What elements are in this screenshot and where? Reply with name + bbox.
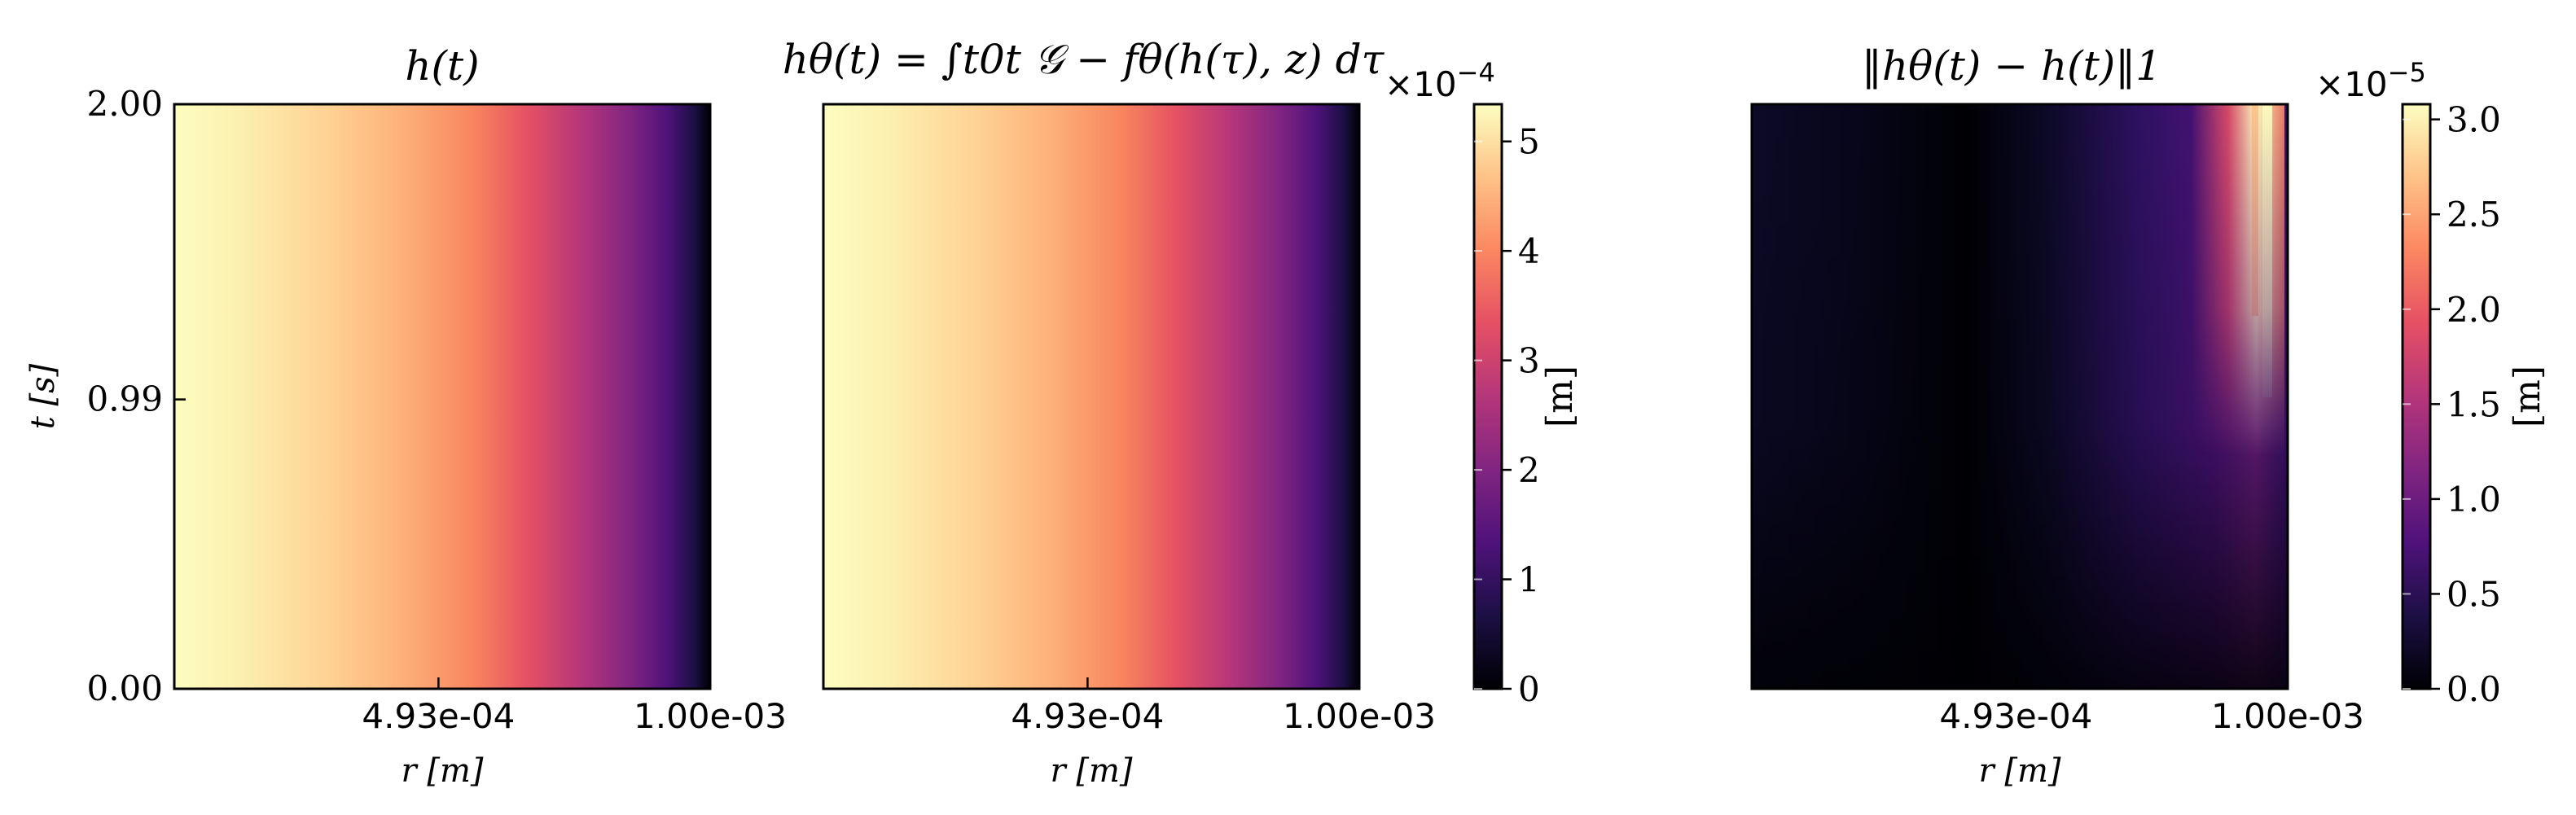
panel-h-frame [173,103,712,690]
colorbar-1-multiplier: ×10−4 [1385,57,1495,104]
y-tick-label: 0.00 [86,668,163,708]
heatmap-htheta [823,104,1359,689]
x-tick-label: 1.00e-03 [2211,696,2364,736]
panel-htheta: hθ(t) = ∫t0t 𝒢 − fθ(h(τ), z) dτ 4.93e-04… [783,36,1436,790]
colorbar-2-label: [m] [2507,366,2548,427]
colorbar-tick-label: 2.0 [2447,290,2501,330]
colorbar-tick-label: 1.5 [2447,384,2501,424]
panel-htheta-x-ticks: 4.93e-04 1.00e-03 [1011,677,1436,736]
colorbar-2-frame [2401,103,2432,690]
panel-htheta-title: hθ(t) = ∫t0t 𝒢 − fθ(h(τ), z) dτ [783,36,1385,83]
colorbar-1-bar [1474,104,1502,689]
colorbar-tick-label: 0 [1518,669,1540,709]
colorbar-2-multiplier: ×10−5 [2315,57,2426,104]
x-tick-label: 4.93e-04 [1011,696,1164,736]
x-tick-label: 1.00e-03 [1283,696,1436,736]
colorbar-1-ticks: 0 1 2 3 4 5 [1474,122,1540,709]
colorbar-tick-label: 1.0 [2447,480,2501,519]
colorbar-2: 0.0 0.5 1.0 1.5 2.0 2.5 3.0 ×10−5 [m] [2315,57,2548,709]
x-tick-label: 4.93e-04 [362,696,515,736]
panel-h-ylabel: t [s] [24,363,62,429]
colorbar-tick-label: 3.0 [2447,100,2501,140]
panel-htheta-frame [822,103,1361,690]
y-tick-label: 0.99 [86,379,163,419]
panel-error-frame [1750,103,2289,690]
panel-h-x-ticks: 4.93e-04 1.00e-03 [362,677,787,736]
colorbar-1: 0 1 2 3 4 5 ×10−4 [m] [1385,57,1581,709]
colorbar-tick-label: 2.5 [2447,195,2501,234]
x-tick-label: 4.93e-04 [1939,696,2092,736]
colorbar-tick-label: 5 [1518,122,1540,162]
x-tick-label: 1.00e-03 [634,696,787,736]
panel-h-title: h(t) [405,42,479,90]
panel-h-y-ticks: 0.00 0.99 2.00 [86,84,186,708]
panel-h-xlabel: r [m] [402,752,484,790]
panel-error-xlabel: r [m] [1979,752,2061,790]
colorbar-tick-label: 0.0 [2447,669,2501,709]
panel-error-title: ‖hθ(t) − h(t)‖1 [1862,42,2161,90]
colorbar-tick-label: 0.5 [2447,574,2501,614]
colorbar-1-frame [1472,103,1503,690]
heatmap-h [174,104,710,689]
colorbar-tick-label: 3 [1518,341,1540,381]
colorbar-tick-label: 4 [1518,231,1540,271]
panel-h: h(t) 0.00 0.99 2.00 4.93e-04 1.00e-03 r [m]… [24,42,787,790]
colorbar-1-label: [m] [1539,366,1581,427]
heatmap-error-hotspot [2191,104,2284,511]
panel-error-x-ticks: 4.93e-04 1.00e-03 [1939,677,2364,736]
colorbar-tick-label: 2 [1518,450,1540,490]
panel-error: ‖hθ(t) − h(t)‖1 4.93e-04 1.00e-03 r [m] [1750,42,2364,790]
colorbar-tick-label: 1 [1518,560,1540,600]
y-tick-label: 2.00 [86,84,163,124]
panel-htheta-xlabel: r [m] [1051,752,1133,790]
colorbar-2-bar [2403,104,2430,689]
colorbar-2-ticks: 0.0 0.5 1.0 1.5 2.0 2.5 3.0 [2403,100,2501,709]
